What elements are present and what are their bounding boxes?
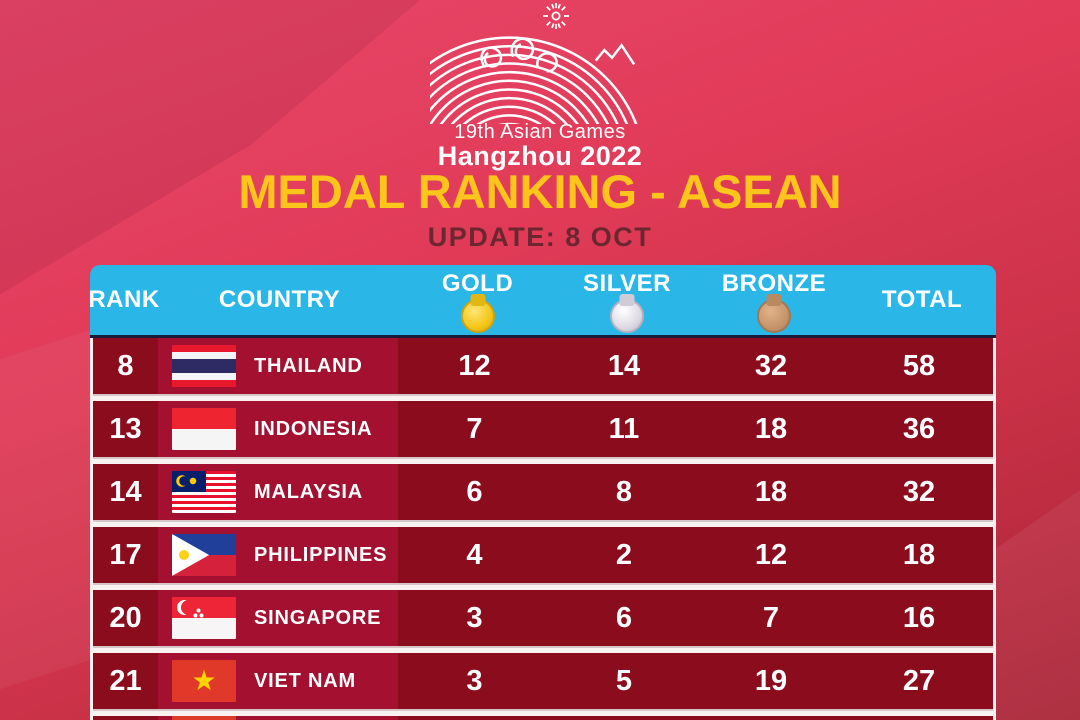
country-cell: THAILAND — [158, 338, 398, 394]
event-name: 19th Asian Games — [454, 121, 626, 143]
update-date: UPDATE: 8 OCT — [427, 222, 653, 252]
row-separator — [93, 394, 993, 401]
table-row: 17 PHILIPPINES 4 2 12 18 — [93, 527, 993, 583]
header-silver: SILVER — [554, 265, 700, 335]
table-row: 8 THAILAND 12 14 32 58 — [93, 338, 993, 394]
rank-cell: 17 — [93, 527, 158, 583]
country-name: INDONESIA — [254, 417, 373, 440]
silver-count: 6 — [551, 590, 697, 646]
gold-count: 12 — [398, 338, 551, 394]
bronze-count: 18 — [697, 401, 845, 457]
total-count: 27 — [845, 653, 993, 709]
bronze-count: 12 — [697, 527, 845, 583]
country-cell: SINGAPORE — [158, 590, 398, 646]
country-name: VIET NAM — [254, 669, 356, 692]
gold-count: 3 — [398, 590, 551, 646]
silver-count: 8 — [551, 464, 697, 520]
header-bronze: BRONZE — [700, 265, 848, 335]
row-separator — [93, 520, 993, 527]
country-cell: INDONESIA — [158, 401, 398, 457]
country-cell: VIET NAM — [158, 653, 398, 709]
country-flag-icon — [172, 345, 236, 387]
row-separator — [93, 583, 993, 590]
table-header-row: RANK COUNTRY GOLD SILVER BRONZE TOTAL — [88, 265, 996, 338]
rank-cell — [93, 716, 158, 720]
country-flag-icon — [172, 597, 236, 639]
rank-cell: 20 — [93, 590, 158, 646]
gold-count: 6 — [398, 464, 551, 520]
header-total: TOTAL — [881, 286, 963, 313]
header-gold-label: GOLD — [441, 270, 514, 297]
medal-table: RANK COUNTRY GOLD SILVER BRONZE TOTAL 8 … — [88, 265, 996, 720]
header-country: COUNTRY — [218, 286, 341, 313]
rank-cell: 8 — [93, 338, 158, 394]
total-count: 58 — [845, 338, 993, 394]
asian-games-fan-emblem — [430, 28, 650, 124]
bronze-count: 7 — [697, 590, 845, 646]
total-count: 32 — [845, 464, 993, 520]
silver-medal-icon — [610, 299, 644, 333]
table-row: 14 MALAYSIA 6 8 18 32 — [93, 464, 993, 520]
country-name: SINGAPORE — [254, 606, 382, 629]
total-count: 18 — [845, 527, 993, 583]
row-separator — [93, 709, 993, 716]
sun-icon — [541, 1, 571, 31]
country-flag-icon — [172, 660, 236, 702]
country-cell — [158, 716, 398, 720]
total-count: 36 — [845, 401, 993, 457]
event-host-year: Hangzhou 2022 — [437, 141, 643, 171]
gold-medal-icon — [460, 299, 495, 333]
silver-count: 5 — [551, 653, 697, 709]
row-separator — [93, 646, 993, 653]
silver-count: 2 — [551, 527, 697, 583]
rank-cell: 21 — [93, 653, 158, 709]
header-silver-label: SILVER — [583, 270, 671, 297]
country-cell: PHILIPPINES — [158, 527, 398, 583]
country-flag-icon — [172, 471, 236, 513]
bronze-count: 19 — [697, 653, 845, 709]
country-flag-icon — [172, 408, 236, 450]
country-flag-icon — [172, 534, 236, 576]
gold-count: 7 — [398, 401, 551, 457]
rank-cell: 14 — [93, 464, 158, 520]
silver-count: 14 — [551, 338, 697, 394]
country-name: PHILIPPINES — [254, 543, 388, 566]
table-body: 8 THAILAND 12 14 32 58 13 INDONESIA 7 11… — [90, 338, 996, 720]
country-cell: MALAYSIA — [158, 464, 398, 520]
table-row: 20 SINGAPORE 3 6 7 16 — [93, 590, 993, 646]
table-row: 21 VIET NAM 3 5 19 27 — [93, 653, 993, 709]
bronze-count: 18 — [697, 464, 845, 520]
country-flag — [172, 716, 236, 720]
table-row: 13 INDONESIA 7 11 18 36 — [93, 401, 993, 457]
silver-count: 11 — [551, 401, 697, 457]
total-count: 16 — [845, 590, 993, 646]
page-title: MEDAL RANKING - ASEAN — [238, 165, 842, 218]
header-rank: RANK — [88, 286, 160, 313]
header-bronze-label: BRONZE — [721, 270, 827, 297]
rank-cell: 13 — [93, 401, 158, 457]
country-name: THAILAND — [254, 354, 363, 377]
header-gold: GOLD — [401, 265, 554, 335]
table-row-partial — [93, 716, 993, 720]
row-separator — [93, 457, 993, 464]
bronze-medal-icon — [757, 299, 791, 333]
gold-count: 4 — [398, 527, 551, 583]
country-name: MALAYSIA — [254, 480, 364, 503]
gold-count: 3 — [398, 653, 551, 709]
bronze-count: 32 — [697, 338, 845, 394]
